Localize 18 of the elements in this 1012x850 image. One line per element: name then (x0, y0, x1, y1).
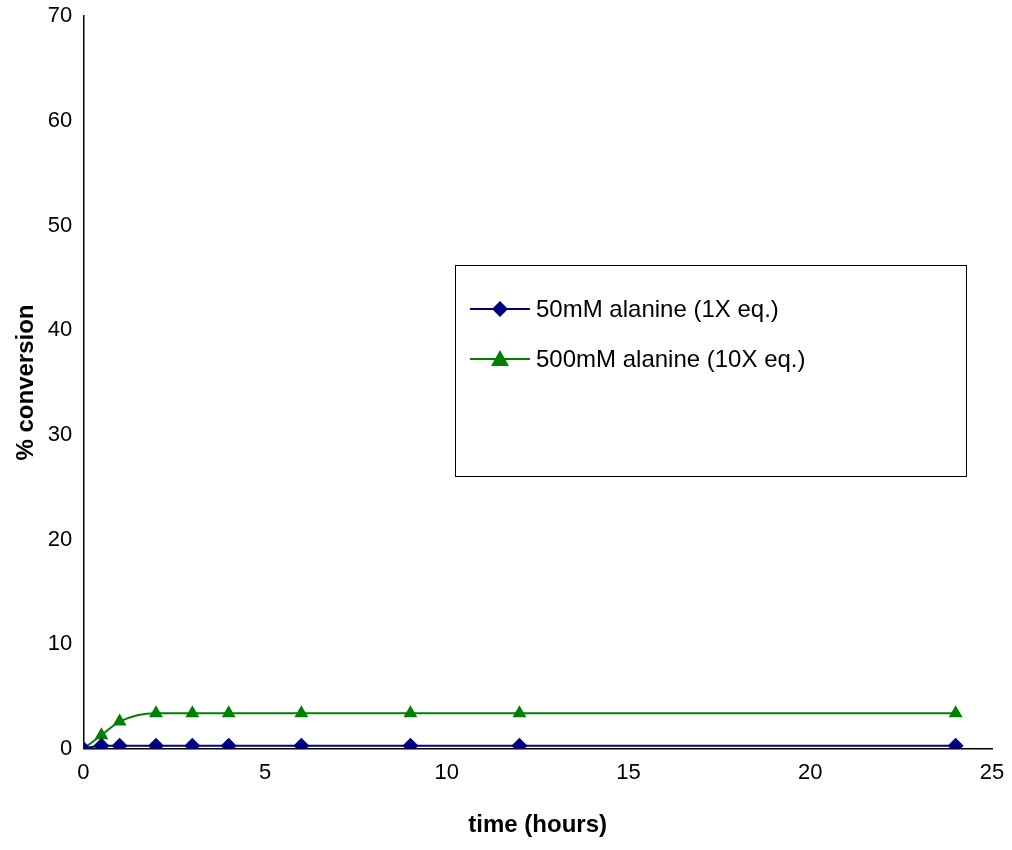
legend-label: 50mM alanine (1X eq.) (536, 295, 779, 323)
y-tick-label: 10 (47, 630, 73, 656)
x-tick-label: 10 (434, 759, 459, 785)
y-tick-label: 0 (60, 734, 73, 760)
legend-label: 500mM alanine (10X eq.) (536, 345, 806, 373)
y-tick-label: 60 (47, 106, 73, 132)
x-tick-label: 5 (258, 759, 272, 785)
y-tick-label: 30 (47, 420, 73, 446)
y-tick-label: 40 (47, 316, 73, 342)
y-tick-label: 20 (47, 525, 73, 551)
x-tick-label: 0 (77, 759, 90, 785)
y-axis-title: % conversion (11, 304, 39, 461)
x-tick-label: 25 (979, 759, 1005, 785)
y-tick-label: 70 (47, 2, 73, 28)
x-tick-label: 15 (616, 759, 641, 785)
x-tick-label: 20 (798, 759, 823, 785)
y-tick-label: 50 (47, 211, 73, 237)
x-axis-title: time (hours) (468, 810, 607, 838)
